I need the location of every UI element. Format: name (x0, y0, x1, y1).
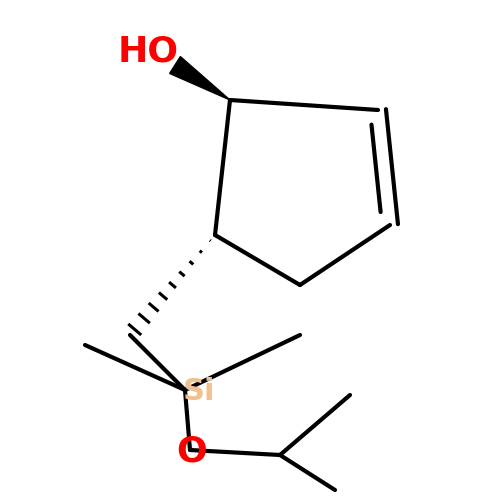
Text: Si: Si (183, 378, 215, 406)
Text: O: O (176, 435, 208, 469)
Text: HO: HO (118, 35, 178, 69)
Polygon shape (170, 56, 230, 100)
